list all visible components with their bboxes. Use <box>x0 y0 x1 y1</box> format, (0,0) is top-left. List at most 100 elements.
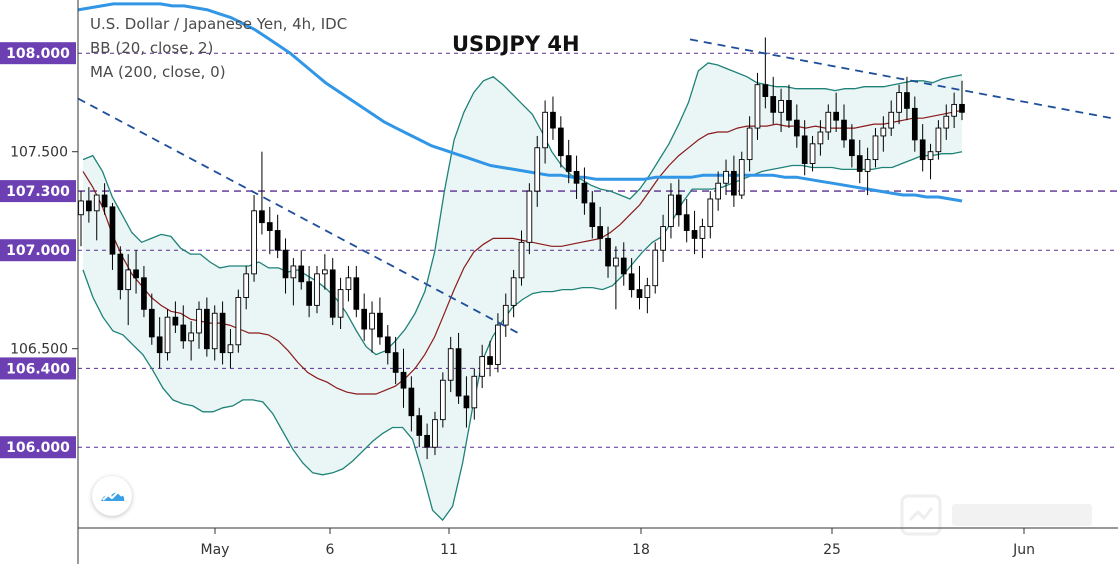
candle-body <box>156 336 163 354</box>
candle-body <box>259 210 265 224</box>
candle-body <box>628 273 635 291</box>
candle-body <box>377 312 383 338</box>
candle-body <box>856 155 863 172</box>
candle-body <box>321 269 328 275</box>
candle-body <box>542 111 548 149</box>
candle-body <box>660 226 666 251</box>
candle-body <box>274 230 281 251</box>
candle-body <box>801 135 808 164</box>
chart-title: USDJPY 4H <box>452 32 580 56</box>
candle-body <box>809 143 816 164</box>
level-label-text: 108.000 <box>6 46 70 62</box>
bb-lower-line <box>82 151 963 522</box>
candle-body <box>770 96 777 113</box>
candles <box>78 37 965 460</box>
candle-body <box>896 92 902 113</box>
axes: May 6 11 18 25 Jun 107.500 106.500 <box>10 0 1118 564</box>
candle-body <box>314 273 320 306</box>
candle-body <box>447 348 454 381</box>
candle-body <box>754 84 761 129</box>
candle-body <box>951 103 957 117</box>
candle-body <box>109 206 116 255</box>
candle-body <box>534 147 541 192</box>
candle-body <box>849 139 855 157</box>
candle-body <box>919 139 926 161</box>
candle-body <box>432 419 438 448</box>
candle-body <box>455 348 462 397</box>
candle-body <box>298 265 305 283</box>
trendlines <box>77 38 1113 334</box>
ma200-path <box>77 2 963 203</box>
candle-body <box>888 111 895 129</box>
candle-body <box>337 289 344 318</box>
candle-body <box>927 151 934 161</box>
candle-body <box>935 127 942 153</box>
candle-body <box>502 304 509 326</box>
candle-body <box>668 194 674 228</box>
candle-body <box>817 131 824 145</box>
bb-middle-line <box>82 109 963 395</box>
candle-body <box>864 159 871 172</box>
candle-body <box>573 170 580 184</box>
y-tick-label: 106.500 <box>10 342 68 358</box>
candle-body <box>943 115 950 129</box>
candle-body <box>86 200 92 212</box>
candle-body <box>872 135 879 161</box>
candle-body <box>188 332 194 342</box>
candle-body <box>731 170 737 196</box>
candle-body <box>911 107 918 141</box>
candle-body <box>329 269 336 318</box>
brand-logo-icon <box>92 476 132 516</box>
candle-body <box>479 356 486 377</box>
candle-body <box>416 415 423 436</box>
x-tick-label: Jun <box>1012 542 1035 558</box>
candle-body <box>959 103 965 113</box>
candle-body <box>738 159 745 196</box>
candle-body <box>793 119 800 137</box>
candle-body <box>683 214 690 231</box>
legend-symbol: U.S. Dollar / Japanese Yen, 4h, IDC <box>90 15 348 33</box>
candle-body <box>353 277 360 310</box>
candle-body <box>510 277 517 306</box>
level-label-box <box>0 239 76 262</box>
candle-body <box>141 277 147 310</box>
candle-body <box>707 198 714 228</box>
watermark-icon <box>900 492 1100 538</box>
x-tick-label: 25 <box>823 542 841 558</box>
candle-body <box>526 190 533 243</box>
candle-body <box>266 222 273 231</box>
candle-body <box>605 237 611 267</box>
level-labels: 108.000 107.300 107.000 106.400 106.000 <box>0 42 76 459</box>
candle-body <box>589 202 596 228</box>
candle-body <box>148 308 155 338</box>
candle-body <box>400 371 407 389</box>
candle-body <box>904 92 910 109</box>
level-label-text: 107.000 <box>6 243 70 259</box>
x-tick-label: May <box>201 542 230 558</box>
candle-body <box>251 210 257 275</box>
level-label-box <box>0 436 76 459</box>
candle-body <box>778 100 784 113</box>
candle-body <box>613 257 619 267</box>
bb-upper-line <box>82 62 963 356</box>
candle-body <box>746 127 753 161</box>
candle-body <box>518 241 525 279</box>
candle-body <box>675 194 682 216</box>
level-label-text: 106.400 <box>6 361 70 377</box>
bollinger-lines <box>82 62 963 522</box>
legend-bollinger: BB (20, close, 2) <box>90 39 214 57</box>
candle-body <box>652 249 659 287</box>
level-label-text: 107.300 <box>6 184 70 200</box>
candle-body <box>204 308 210 350</box>
candle-body <box>786 100 792 121</box>
level-label-box <box>0 180 76 203</box>
candle-body <box>550 111 556 129</box>
candle-body <box>219 312 226 354</box>
candle-body <box>392 352 399 373</box>
candle-body <box>196 308 202 334</box>
candle-body <box>463 395 470 409</box>
ma200-line <box>77 2 963 203</box>
candle-body <box>715 182 722 200</box>
candle-body <box>93 194 100 212</box>
